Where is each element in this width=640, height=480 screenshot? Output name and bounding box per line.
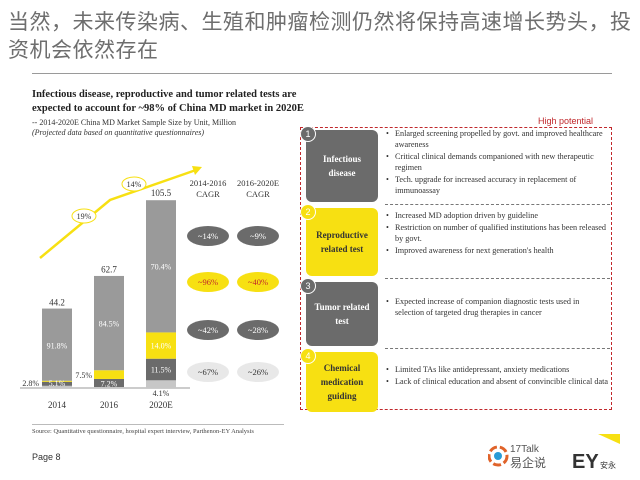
bullet-item: Limited TAs like antidepressant, anxiety…	[385, 364, 610, 375]
bar-segment	[146, 332, 176, 359]
bar-segment	[146, 380, 176, 388]
chart-legend-note: (Projected data based on quantitative qu…	[32, 128, 205, 137]
page-title: 当然，未来传染病、生殖和肿瘤检测仍然将保持高速增长势头，投资机会依然存在	[8, 10, 632, 62]
segment-label: 84.5%	[99, 320, 120, 329]
cagr-value-bubble	[237, 320, 279, 340]
cagr-bubble	[121, 176, 147, 192]
category-number-badge: 4	[300, 348, 316, 364]
segment-label: 5.1%	[49, 379, 66, 388]
bar-segment	[42, 385, 72, 388]
category-box-2: Reproductive related test	[306, 208, 378, 276]
segment-label: 7.2%	[101, 379, 118, 388]
cagr-trend-line	[39, 168, 197, 259]
segment-label: 4.1%	[153, 389, 170, 398]
category-bullets-2: Increased MD adoption driven by guidelin…	[385, 210, 610, 257]
bar-segment	[146, 200, 176, 333]
bar-segment	[94, 387, 124, 388]
cagr-value-bubble	[187, 272, 229, 292]
market-bar-chart: 44.2 2014 62.7 2016 105.5 2020E 2.8% 5.1% 91.8% 7…	[20, 166, 279, 410]
cagr-bubble	[71, 208, 97, 224]
cagr-value: ~14%	[198, 231, 218, 241]
category-number-badge: 3	[300, 278, 316, 294]
ey-logo: EY 安永	[572, 434, 620, 472]
bar-total-label: 62.7	[101, 264, 117, 274]
cagr-label: 19%	[77, 212, 92, 221]
chart-legend-caption: -- 2014-2020E China MD Market Sample Siz…	[32, 118, 236, 127]
bullet-item: Tech. upgrade for increased accuracy in …	[385, 174, 610, 196]
bullet-item: Enlarged screening propelled by govt. an…	[385, 128, 610, 150]
category-number-badge: 2	[300, 204, 316, 220]
source-divider	[32, 424, 284, 425]
category-box-4: Chemical medication guiding	[306, 352, 378, 412]
bar-segment	[146, 358, 176, 381]
bullet-item: Improved awareness for next generation's…	[385, 245, 610, 256]
cagr-value: ~26%	[248, 367, 268, 377]
x-tick-label: 2014	[48, 400, 67, 410]
segment-label: 7.5%	[75, 371, 92, 380]
category-label: Tumor related test	[314, 302, 370, 326]
cagr-value: ~9%	[250, 231, 266, 241]
17talk-line2: 易企说	[510, 455, 546, 470]
bar-segment	[42, 308, 72, 381]
category-box-3: Tumor related test	[306, 282, 378, 346]
bar-segment	[42, 381, 72, 386]
bar-total-label: 105.5	[151, 188, 172, 198]
category-bullets-1: Enlarged screening propelled by govt. an…	[385, 128, 610, 197]
bar-total-label: 44.2	[49, 297, 65, 307]
category-divider	[385, 204, 610, 205]
cagr-header-period: 2014-2016	[190, 178, 227, 188]
bullet-item: Restriction on number of qualified insti…	[385, 222, 610, 244]
category-label: Reproductive related test	[316, 230, 368, 254]
cagr-arrowhead	[192, 166, 202, 175]
bullet-item: Increased MD adoption driven by guidelin…	[385, 210, 610, 221]
segment-label: 14.0%	[151, 342, 172, 351]
segment-label: 11.5%	[151, 366, 172, 375]
cagr-value-bubble	[237, 226, 279, 246]
bar-segment	[94, 378, 124, 387]
category-label: Infectious disease	[323, 154, 361, 178]
segment-label: 70.4%	[151, 262, 172, 271]
cagr-value: ~42%	[198, 325, 218, 335]
category-label: Chemical medication guiding	[320, 363, 364, 401]
bar-segment	[42, 380, 72, 382]
cagr-value-bubble	[237, 272, 279, 292]
ey-logo-sub: 安永	[600, 460, 616, 470]
bullet-item: Critical clinical demands companioned wi…	[385, 151, 610, 173]
category-divider	[385, 348, 610, 349]
bullet-item: Expected increase of companion diagnosti…	[385, 296, 610, 318]
cagr-header-unit: CAGR	[196, 189, 220, 199]
title-divider	[32, 73, 612, 74]
cagr-value-bubble	[187, 320, 229, 340]
category-divider	[385, 278, 610, 279]
17talk-logo: 17Talk 易企说	[488, 444, 546, 470]
cagr-value: ~96%	[198, 277, 218, 287]
cagr-header-unit: CAGR	[246, 189, 270, 199]
bar-segment	[94, 370, 124, 379]
category-bullets-4: Limited TAs like antidepressant, anxiety…	[385, 364, 610, 388]
segment-label: 2.8%	[22, 379, 39, 388]
category-box-1: Infectious disease	[306, 130, 378, 202]
cagr-value: ~67%	[198, 367, 218, 377]
cagr-label: 14%	[127, 180, 142, 189]
page-number: Page 8	[32, 452, 61, 462]
bar-segment	[94, 275, 124, 371]
cagr-value: ~28%	[248, 325, 268, 335]
segment-label: 91.8%	[47, 341, 68, 350]
cagr-value-bubble	[187, 226, 229, 246]
cagr-value-bubble	[187, 362, 229, 382]
17talk-line1: 17Talk	[510, 444, 540, 455]
source-note: Source: Quantitative questionnaire, hosp…	[32, 428, 254, 435]
high-potential-label: High potential	[538, 116, 594, 126]
x-tick-label: 2016	[100, 400, 119, 410]
category-bullets-3: Expected increase of companion diagnosti…	[385, 296, 610, 319]
cagr-header-period: 2016-2020E	[237, 178, 279, 188]
cagr-value: ~40%	[248, 277, 268, 287]
x-tick-label: 2020E	[149, 400, 173, 410]
cagr-value-bubble	[237, 362, 279, 382]
category-number-badge: 1	[300, 126, 316, 142]
chart-subtitle: Infectious disease, reproductive and tum…	[32, 89, 304, 114]
bullet-item: Lack of clinical education and absent of…	[385, 376, 610, 387]
ey-logo-text: EY	[572, 451, 599, 472]
